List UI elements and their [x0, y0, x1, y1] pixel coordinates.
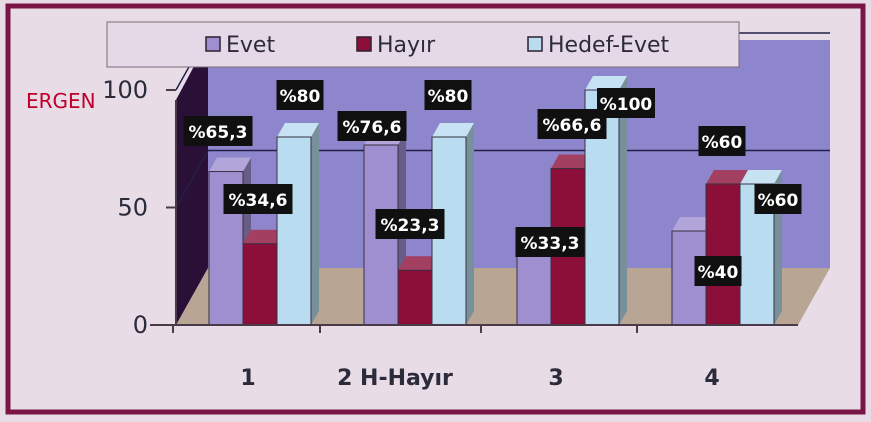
data-label: %76,6 — [337, 111, 407, 141]
x-tick-label: 1 — [240, 366, 255, 391]
data-label: %80 — [276, 80, 324, 110]
data-label-text: %40 — [698, 263, 739, 283]
bar-side — [619, 76, 627, 325]
data-label: %60 — [698, 126, 746, 156]
plot-floor — [176, 268, 830, 325]
legend-swatch — [527, 36, 543, 52]
legend-swatch — [205, 36, 221, 52]
data-label: %23,3 — [375, 209, 445, 239]
bar — [431, 123, 474, 326]
data-label-text: %66,6 — [543, 116, 602, 136]
bar-front — [276, 136, 312, 326]
data-label-box — [754, 184, 802, 214]
bar-top — [432, 123, 474, 137]
legend: Evet Hayır Hedef-Evet — [106, 21, 740, 68]
bar — [276, 123, 319, 326]
legend-label: Evet — [226, 33, 275, 58]
bar-front — [705, 183, 741, 326]
data-label: %100 — [597, 88, 655, 118]
data-label-box — [276, 80, 324, 110]
data-label-text: %65,3 — [189, 123, 248, 143]
bar-front — [242, 243, 278, 326]
data-label: %33,3 — [515, 227, 585, 257]
gridline-side — [175, 150, 209, 208]
data-label-box — [597, 88, 655, 118]
data-label-text: %60 — [758, 191, 799, 211]
legend-label: Hayır — [377, 33, 436, 58]
bar-top — [209, 157, 251, 172]
bar-front — [397, 269, 433, 326]
bar-top — [585, 76, 627, 90]
bar-front — [516, 246, 552, 326]
x-tick-label: 4 — [704, 366, 719, 391]
data-label: %60 — [754, 184, 802, 214]
data-label-box — [375, 209, 445, 239]
data-label-text: %76,6 — [343, 118, 402, 138]
y-axis-label: ERGEN — [26, 89, 96, 113]
data-label-text: %33,3 — [521, 234, 580, 254]
data-label-box — [223, 184, 293, 214]
legend-label: Hedef-Evet — [548, 33, 670, 58]
data-label: %34,6 — [223, 184, 293, 214]
bar-top — [277, 123, 319, 137]
x-tick-label: 3 — [548, 366, 563, 391]
data-label-text: %100 — [600, 95, 653, 115]
bar-top — [672, 217, 714, 231]
bar-side — [311, 123, 319, 325]
bar-top — [740, 170, 782, 184]
data-label-box — [698, 126, 746, 156]
y-tick-label: 100 — [102, 76, 148, 104]
data-labels: %65,3 %76,6 %33,3 %40 %34,6 %23,3 %66,6 %60 %80%… — [183, 80, 802, 286]
data-label: %80 — [424, 80, 472, 110]
data-label-box — [537, 109, 607, 139]
bar-side — [466, 123, 474, 325]
data-label-box — [424, 80, 472, 110]
bar-top — [243, 229, 285, 244]
data-label-box — [694, 256, 742, 286]
x-tick-label: 2 H-Hayır — [337, 366, 453, 391]
data-label-text: %34,6 — [229, 191, 288, 211]
data-label-text: %80 — [428, 87, 469, 107]
data-label: %40 — [694, 256, 742, 286]
bar-top — [706, 170, 748, 184]
bar-top — [398, 256, 440, 271]
data-label: %65,3 — [183, 116, 253, 146]
y-ticks: 0 50 100 — [102, 76, 176, 339]
y-tick-label: 50 — [117, 194, 148, 222]
bar-top — [551, 154, 593, 169]
legend-swatch — [356, 36, 372, 52]
data-label-text: %23,3 — [381, 216, 440, 236]
y-tick-label: 0 — [133, 311, 148, 339]
data-label-box — [515, 227, 585, 257]
data-label-box — [337, 111, 407, 141]
data-label-text: %60 — [702, 133, 743, 153]
x-ticks: 1 2 H-Hayır 3 4 — [172, 325, 720, 391]
data-label: %66,6 — [537, 109, 607, 139]
data-label-box — [183, 116, 253, 146]
data-label-text: %80 — [280, 87, 321, 107]
plot-side-wall — [176, 40, 208, 325]
